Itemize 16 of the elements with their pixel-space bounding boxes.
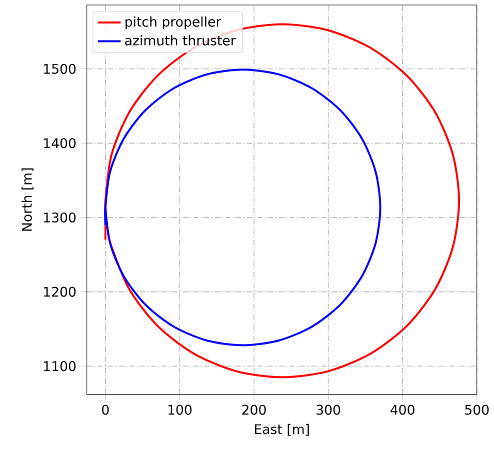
y-tick-label: 1100 [44,360,76,372]
y-tick-label: 1200 [44,286,76,297]
x-tick-label: 200 [242,404,266,415]
y-tick-label: 1500 [44,64,76,74]
y-axis-title: North [m] [22,168,34,231]
x-tick-label: 500 [465,404,489,415]
x-tick-label: 400 [390,404,414,415]
y-tick-label: 1300 [44,212,76,222]
line-series [104,68,382,346]
x-tick-label: 100 [168,404,192,415]
x-tick-label: 300 [316,404,340,415]
y-tick-label: 1400 [44,138,76,148]
legend-label: azimuth thruster [125,35,236,46]
legend-label: pitch propeller [126,16,222,30]
x-tick-label: 0 [102,404,109,415]
x-axis-title: East [m] [255,424,309,436]
